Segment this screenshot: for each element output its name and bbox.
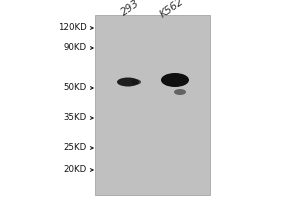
Ellipse shape (161, 73, 189, 87)
Text: K562: K562 (158, 0, 186, 20)
Ellipse shape (174, 89, 186, 95)
Text: 120KD: 120KD (58, 23, 87, 32)
Bar (95, 15, 210, 195)
Ellipse shape (117, 77, 139, 86)
Text: 35KD: 35KD (64, 114, 87, 122)
Text: 20KD: 20KD (64, 166, 87, 174)
Text: 50KD: 50KD (64, 84, 87, 92)
Text: 25KD: 25KD (64, 144, 87, 152)
Text: 293: 293 (119, 0, 141, 18)
Ellipse shape (131, 79, 141, 85)
Text: 90KD: 90KD (64, 44, 87, 52)
